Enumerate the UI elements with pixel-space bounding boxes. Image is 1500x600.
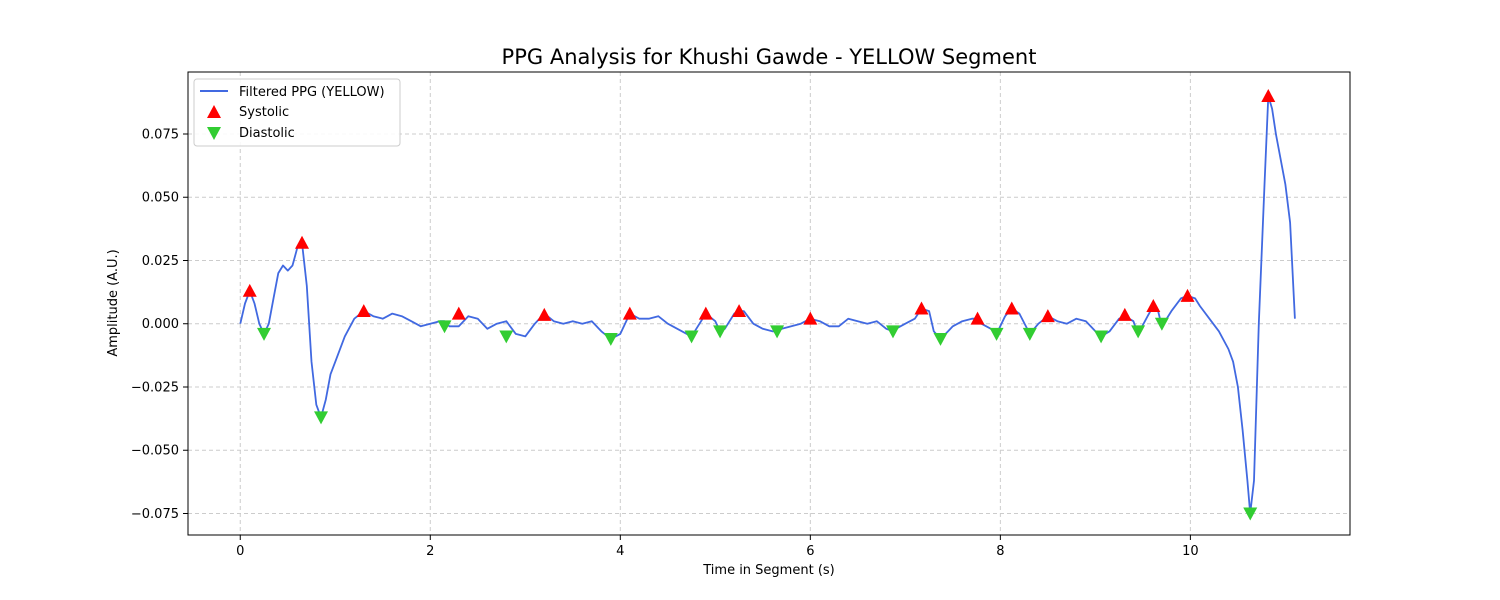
legend-label-systolic: Systolic [239,105,289,120]
y-tick-label: 0.050 [142,191,179,206]
tick-layer: 0 2 4 6 8 10 −0.075 −0.050 −0.025 0.000 0.025 0.050… [131,127,1199,559]
diastolic-marker [770,325,785,339]
diastolic-marker [1154,317,1169,331]
systolic-marker [242,283,257,297]
diastolic-marker [684,330,699,344]
systolic-marker [1261,89,1276,102]
diastolic-marker [499,330,514,344]
legend-label-diastolic: Diastolic [239,126,295,141]
x-tick-label: 8 [996,544,1004,559]
diastolic-marker [885,325,900,339]
diastolic-marker [314,411,329,425]
x-tick-label: 4 [616,544,624,559]
legend: Filtered PPG (YELLOW) Systolic Diastolic [193,78,401,147]
systolic-marker [1146,299,1161,312]
y-tick-label: −0.075 [131,507,179,522]
y-tick-label: 0.025 [142,254,179,269]
diastolic-marker [1131,325,1146,339]
series-layer [239,89,1296,521]
legend-box [193,78,401,147]
systolic-marker [622,306,637,320]
systolic-marker [1117,307,1132,321]
diastolic-marker [1022,327,1037,341]
y-tick-label: 0.000 [142,317,179,332]
chart-title: PPG Analysis for Khushi Gawde - YELLOW S… [502,45,1037,69]
legend-systolic-marker [207,105,221,118]
systolic-marker [295,235,310,249]
systolic-marker [914,301,929,315]
diastolic-marker [989,327,1004,341]
systolic-marker [356,304,371,318]
plot-area [188,72,1350,535]
diastolic-marker [1243,507,1258,521]
systolic-marker [970,311,985,325]
diastolic-marker [1094,330,1109,344]
diastolic-marker [603,332,618,346]
y-tick-label: 0.075 [142,127,179,142]
plot-frame [187,71,1351,536]
x-tick-label: 0 [236,544,244,559]
systolic-marker [1040,309,1055,323]
x-tick-label: 10 [1182,544,1199,559]
legend-diastolic-marker [207,127,221,140]
systolic-marker [537,307,552,321]
systolic-marker [803,311,818,325]
x-tick-label: 2 [426,544,434,559]
y-tick-label: −0.025 [131,380,179,395]
diastolic-marker [933,332,948,346]
legend-label-filtered: Filtered PPG (YELLOW) [239,85,385,100]
diastolic-marker [713,325,728,339]
x-tick-label: 6 [806,544,814,559]
systolic-marker [732,304,747,318]
diastolic-marker [437,320,452,334]
systolic-marker [451,306,466,320]
systolic-marker [698,306,713,320]
x-axis-label: Time in Segment (s) [702,563,834,578]
y-axis-label: Amplitude (A.U.) [106,249,121,356]
y-tick-label: −0.050 [131,444,179,459]
systolic-marker [1004,301,1019,315]
systolic-marker [1180,288,1195,302]
grid-layer [188,72,1350,535]
diastolic-marker [257,327,272,341]
